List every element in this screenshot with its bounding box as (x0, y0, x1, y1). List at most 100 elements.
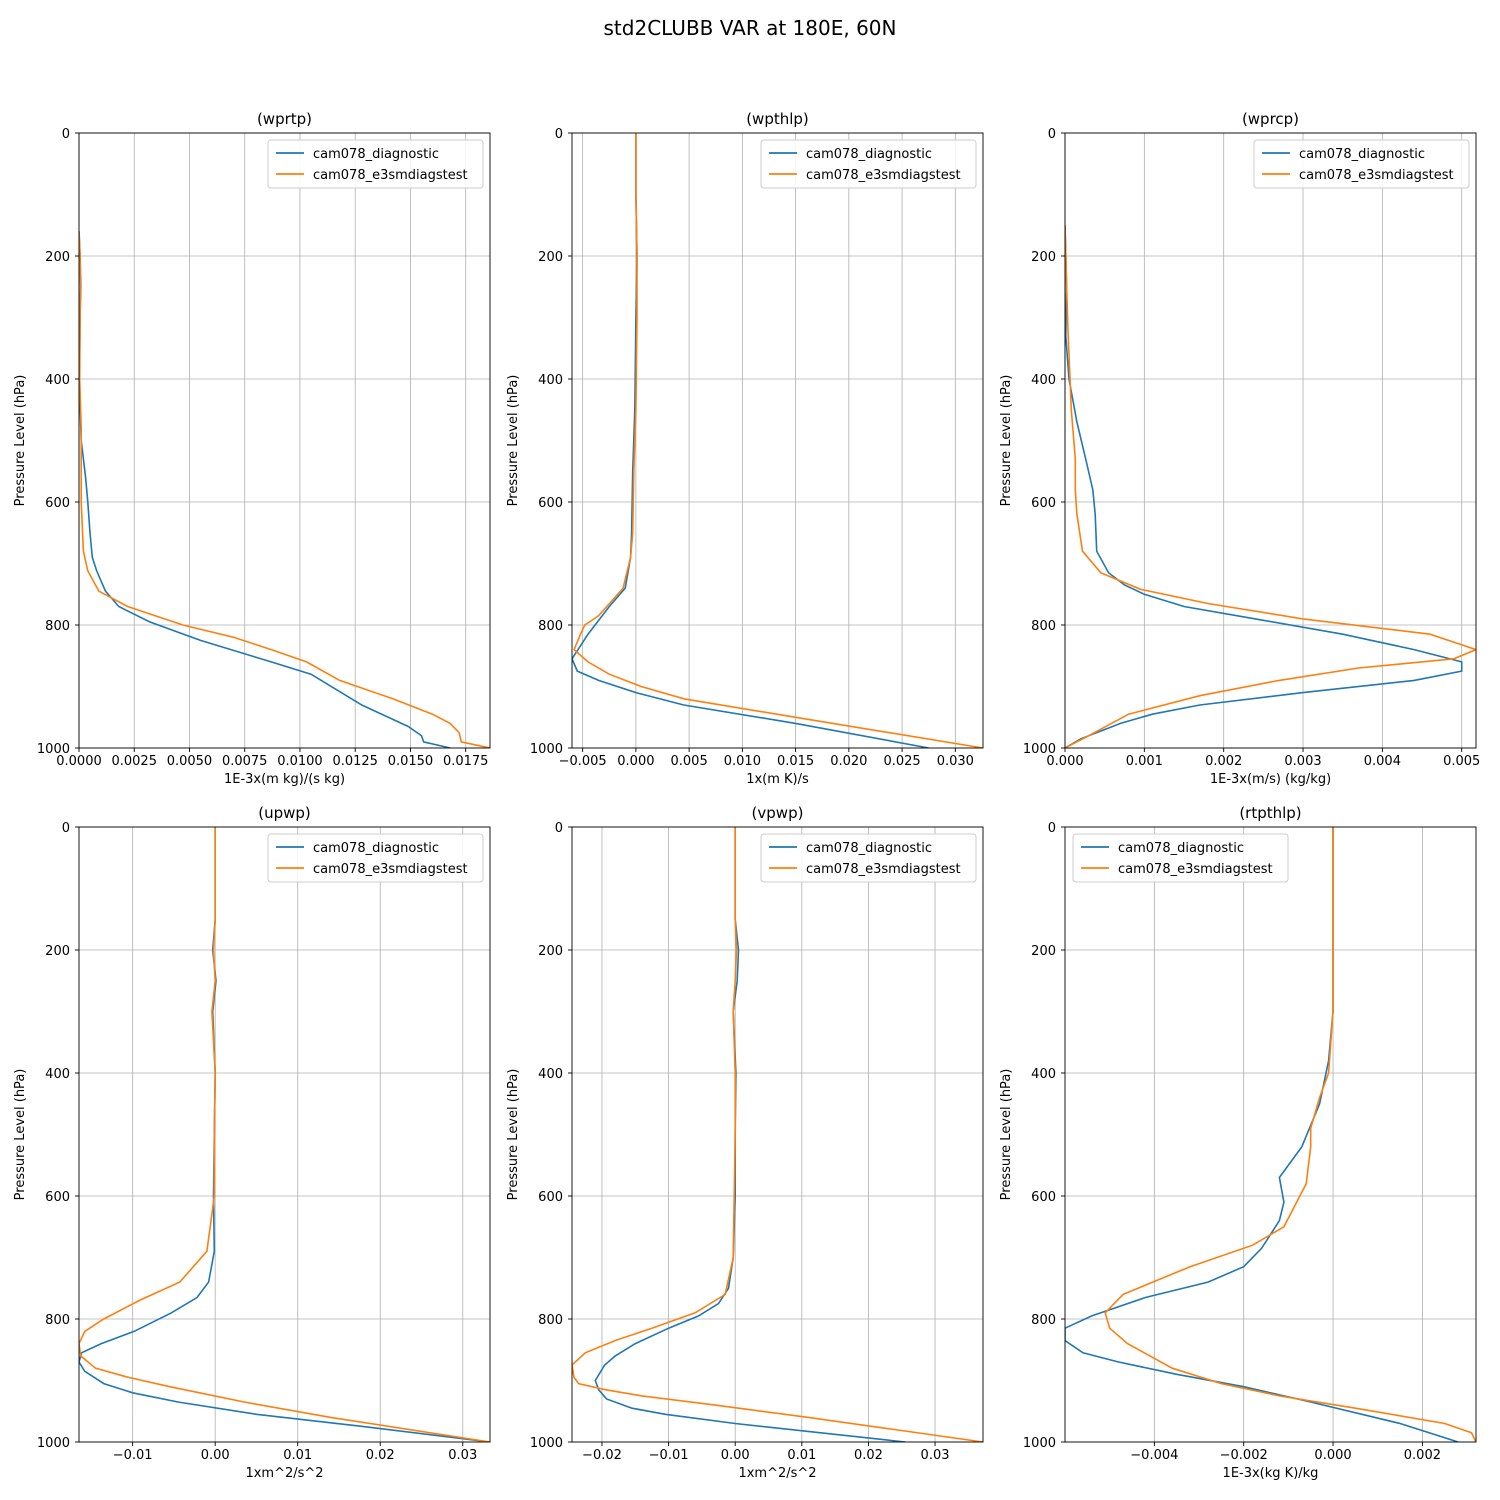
y-tick-label: 200 (45, 944, 70, 959)
y-tick-label: 1000 (530, 1436, 563, 1451)
legend-label: cam078_e3smdiagstest (806, 862, 961, 877)
y-tick-label: 400 (1031, 1067, 1056, 1082)
y-tick-label: 0 (62, 821, 70, 836)
y-tick-label: 800 (538, 619, 563, 634)
x-tick-label: −0.01 (649, 1448, 689, 1463)
x-tick-label: 0.02 (366, 1448, 395, 1463)
y-tick-label: 800 (1031, 619, 1056, 634)
x-tick-label: 0.000 (617, 754, 654, 769)
legend: cam078_diagnostic cam078_e3smdiagstest (267, 139, 484, 189)
x-tick-label: 0.020 (830, 754, 867, 769)
panel-wprtp: 0.0000 0.0025 0.0050 0.0075 0.0100 0.0125 0.01… (13, 110, 491, 787)
legend-box (267, 139, 484, 189)
y-tick-label: 200 (1031, 944, 1056, 959)
x-tick-label: 0.03 (921, 1448, 950, 1463)
legend: cam078_diagnostic cam078_e3smdiagstest (1072, 833, 1289, 883)
y-tick-label: 1000 (37, 742, 70, 757)
panel-wprcp: 0.000 0.001 0.002 0.003 0.004 0.005 0 200 400 600… (999, 110, 1480, 787)
x-axis-label: 1xm^2/s^2 (738, 1466, 816, 1481)
x-tick-label: 0.005 (671, 754, 708, 769)
legend: cam078_diagnostic cam078_e3smdiagstest (760, 139, 977, 189)
x-tick-label: 0.01 (283, 1448, 312, 1463)
y-tick-label: 800 (45, 1313, 70, 1328)
legend-label: cam078_diagnostic (806, 841, 932, 856)
x-tick-label: 0.025 (883, 754, 920, 769)
y-tick-label: 200 (538, 250, 563, 265)
series-line-cam078_e3smdiagstest (573, 133, 983, 748)
axes-frame (1064, 132, 1477, 749)
panel-title: (rtpthlp) (1239, 804, 1301, 822)
y-tick-label: 200 (1031, 250, 1056, 265)
x-tick-label: 0.003 (1284, 754, 1321, 769)
series-line-cam078_diagnostic (1065, 225, 1463, 748)
legend: cam078_diagnostic cam078_e3smdiagstest (1253, 139, 1470, 189)
legend-box (267, 833, 484, 883)
y-tick-label: 200 (45, 250, 70, 265)
y-axis-label: Pressure Level (hPa) (506, 1069, 521, 1201)
x-tick-label: 0.004 (1364, 754, 1401, 769)
panel-title: (wpthlp) (746, 110, 809, 128)
series-line-cam078_diagnostic (79, 231, 451, 748)
y-axis-label: Pressure Level (hPa) (13, 375, 28, 507)
y-tick-label: 800 (1031, 1313, 1056, 1328)
legend-label: cam078_diagnostic (806, 147, 932, 162)
y-tick-label: 400 (538, 1067, 563, 1082)
panel-title: (upwp) (258, 804, 311, 822)
legend: cam078_diagnostic cam078_e3smdiagstest (267, 833, 484, 883)
y-tick-label: 600 (45, 496, 70, 511)
legend-label: cam078_diagnostic (1118, 841, 1244, 856)
x-tick-label: 0.00 (721, 1448, 750, 1463)
x-axis-label: 1E-3x(kg K)/kg (1223, 1466, 1319, 1481)
x-tick-label: 0.0000 (56, 754, 102, 769)
panel-title: (wprcp) (1242, 110, 1299, 128)
legend-label: cam078_diagnostic (313, 147, 439, 162)
x-tick-label: 0.0100 (277, 754, 323, 769)
panel-upwp: −0.01 0.00 0.01 0.02 0.03 0 200 400 600 800 1000 (u… (13, 804, 491, 1481)
series-line-cam078_diagnostic (79, 827, 490, 1442)
figure-title: std2CLUBB VAR at 180E, 60N (603, 16, 897, 40)
y-tick-label: 800 (45, 619, 70, 634)
legend-box (760, 833, 977, 883)
y-tick-label: 600 (538, 1190, 563, 1205)
x-tick-label: 0.0025 (111, 754, 157, 769)
y-tick-label: 0 (62, 127, 70, 142)
axes-frame (571, 826, 984, 1443)
legend-label: cam078_e3smdiagstest (1299, 168, 1454, 183)
y-tick-label: 1000 (530, 742, 563, 757)
x-tick-label: 0.030 (937, 754, 974, 769)
panel-title: (vpwp) (752, 804, 804, 822)
x-tick-label: −0.002 (1220, 1448, 1268, 1463)
x-tick-label: 0.005 (1443, 754, 1480, 769)
x-tick-label: 0.0050 (167, 754, 213, 769)
x-tick-label: 0.0075 (222, 754, 268, 769)
legend-label: cam078_e3smdiagstest (313, 168, 468, 183)
y-axis-label: Pressure Level (hPa) (506, 375, 521, 507)
x-tick-label: 0.000 (1046, 754, 1083, 769)
x-tick-label: −0.005 (559, 754, 607, 769)
legend-label: cam078_diagnostic (1299, 147, 1425, 162)
series-line-cam078_e3smdiagstest (1065, 225, 1476, 748)
x-tick-label: −0.004 (1130, 1448, 1178, 1463)
y-axis-label: Pressure Level (hPa) (13, 1069, 28, 1201)
x-tick-label: 0.002 (1205, 754, 1242, 769)
panel-rtpthlp: −0.004 −0.002 0.000 0.002 0 200 400 600 800 1000 (… (999, 804, 1477, 1481)
y-tick-label: 400 (538, 373, 563, 388)
y-tick-label: 600 (538, 496, 563, 511)
legend-label: cam078_e3smdiagstest (806, 168, 961, 183)
panel-wpthlp: −0.005 0.000 0.005 0.010 0.015 0.020 0.025 0.03… (506, 110, 984, 787)
series-line-cam078_diagnostic (594, 827, 906, 1442)
y-tick-label: 400 (45, 1067, 70, 1082)
y-tick-label: 0 (1048, 127, 1056, 142)
y-tick-label: 800 (538, 1313, 563, 1328)
y-axis-label: Pressure Level (hPa) (999, 1069, 1014, 1201)
panel-title: (wprtp) (257, 110, 312, 128)
y-tick-label: 400 (1031, 373, 1056, 388)
x-axis-label: 1E-3x(m/s) (kg/kg) (1210, 772, 1331, 787)
y-tick-label: 0 (555, 127, 563, 142)
x-tick-label: 0.0175 (443, 754, 489, 769)
axes-frame (1064, 826, 1477, 1443)
legend-label: cam078_diagnostic (313, 841, 439, 856)
y-tick-label: 0 (555, 821, 563, 836)
series-line-cam078_diagnostic (572, 133, 929, 748)
